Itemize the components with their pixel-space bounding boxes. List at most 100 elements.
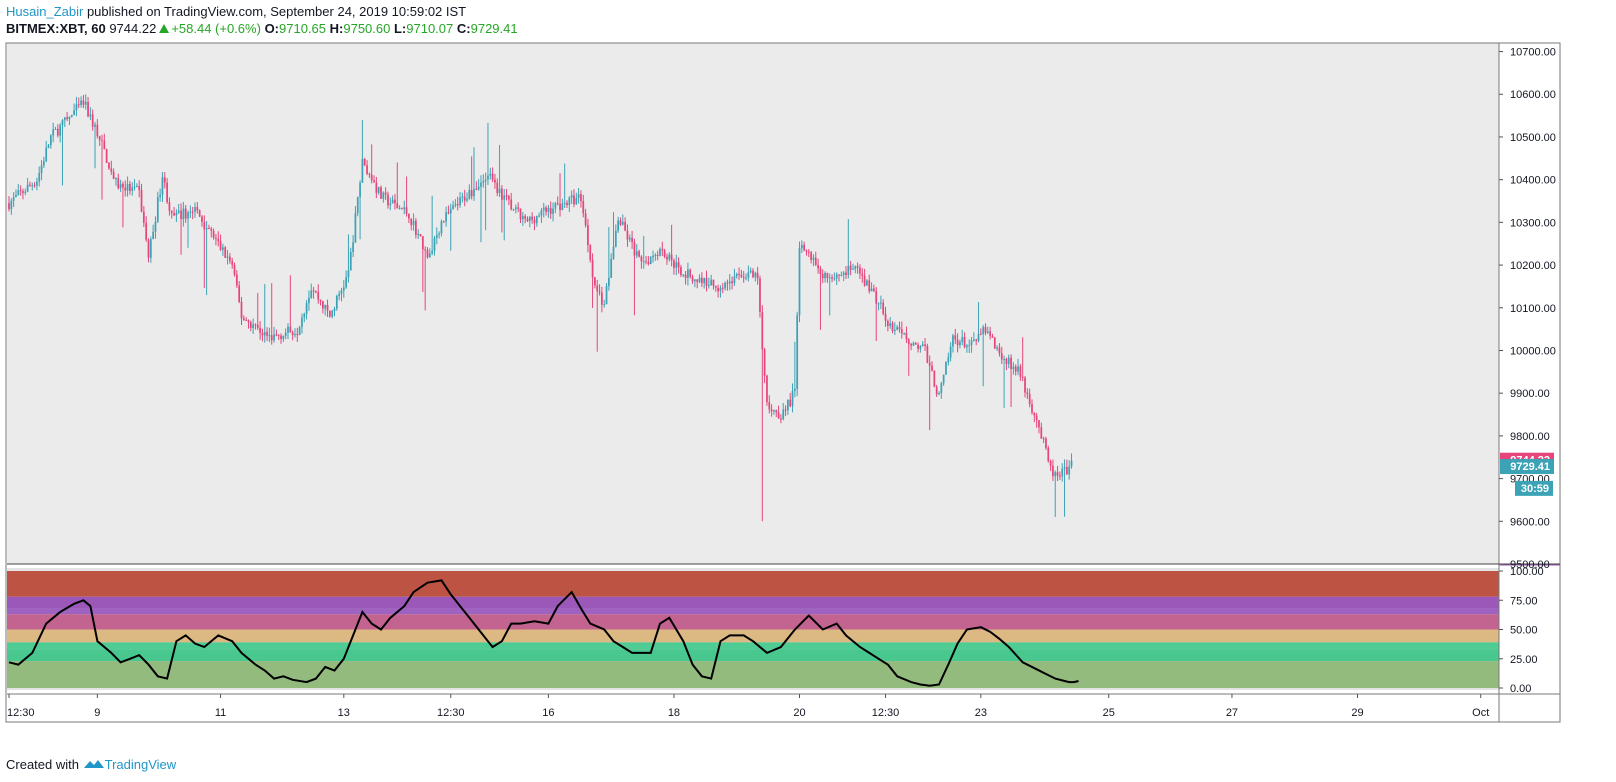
candle-body: [731, 281, 733, 284]
candle-body: [277, 334, 280, 336]
candle-body: [24, 191, 27, 193]
candle-body: [886, 320, 889, 326]
candle-body: [419, 234, 422, 237]
candle-body: [707, 285, 710, 287]
candle-body: [112, 171, 115, 179]
candle-body: [198, 210, 201, 217]
candle-body: [859, 267, 861, 274]
candle-body: [452, 205, 454, 209]
published-text: published on TradingView.com, September …: [83, 4, 467, 19]
candle-body: [954, 335, 957, 340]
candle-body: [1045, 438, 1047, 448]
candle-body: [696, 279, 699, 282]
candle-body: [119, 183, 122, 189]
candle-body: [993, 337, 996, 349]
candle-body: [798, 247, 801, 316]
candle-body: [607, 277, 610, 287]
candle-body: [322, 301, 324, 309]
candle-body: [36, 181, 38, 186]
candle-body: [489, 173, 492, 176]
candle-body: [700, 277, 703, 284]
price-tick-label: 9900.00: [1510, 388, 1550, 400]
candle-body: [498, 188, 501, 194]
candle-body: [614, 230, 617, 247]
candle-body: [194, 207, 196, 212]
candle-body: [777, 412, 780, 419]
rsi-zone-3: [7, 614, 1499, 630]
author-link[interactable]: Husain_Zabir: [6, 4, 84, 19]
candle-body: [305, 303, 308, 314]
candle-body: [147, 239, 150, 258]
candle-body: [319, 299, 322, 302]
candle-body: [163, 177, 166, 183]
price-tick-label: 10500.00: [1510, 132, 1556, 144]
candle-body: [1059, 475, 1061, 477]
candle-body: [575, 198, 578, 205]
candle-body: [726, 282, 729, 284]
candle-body: [989, 331, 992, 337]
candle-body: [524, 216, 527, 219]
candle-body: [33, 185, 36, 187]
candle-body: [505, 195, 508, 197]
tradingview-brand[interactable]: TradingView: [104, 757, 177, 772]
candle-body: [831, 277, 833, 279]
candle-body: [133, 186, 136, 188]
candle-body: [838, 274, 840, 276]
candle-body: [793, 388, 796, 391]
candle-body: [229, 256, 231, 261]
candle-body: [694, 279, 696, 282]
candle-body: [410, 218, 413, 226]
candle-body: [1070, 460, 1073, 467]
candle-body: [280, 335, 282, 340]
price-tick-label: 9500.00: [1510, 559, 1550, 571]
candle-body: [612, 246, 615, 259]
candle-body: [110, 168, 113, 172]
candle-body: [124, 187, 127, 191]
time-tick-label: 18: [668, 707, 680, 719]
candle-body: [454, 204, 457, 206]
candle-body: [603, 304, 606, 306]
candle-body: [982, 327, 985, 335]
candle-body: [873, 288, 875, 291]
candle-body: [852, 268, 854, 270]
candle-body: [810, 252, 812, 260]
candle-body: [384, 192, 387, 195]
candle-body: [770, 409, 773, 412]
candle-body: [129, 183, 131, 191]
candle-body: [59, 124, 62, 136]
candle-body: [556, 203, 559, 205]
candle-body: [363, 158, 366, 166]
candle-body: [91, 114, 94, 127]
symbol-name[interactable]: BITMEX:XBT, 60: [6, 21, 106, 36]
candle-body: [577, 194, 580, 199]
low-value: 9710.07: [406, 21, 454, 36]
candle-body: [942, 374, 945, 384]
candle-body: [1028, 393, 1031, 405]
candle-body: [308, 297, 310, 304]
candle-body: [1005, 358, 1008, 364]
candle-body: [828, 277, 831, 279]
candle-body: [87, 101, 89, 117]
candle-body: [647, 262, 650, 265]
candle-body: [375, 182, 378, 193]
candle-body: [812, 257, 815, 260]
candle-body: [270, 335, 273, 341]
candle-body: [440, 221, 443, 234]
candle-body: [719, 287, 722, 292]
candle-body: [289, 326, 292, 333]
candle-body: [435, 234, 438, 238]
candle-body: [568, 197, 571, 206]
candle-body: [663, 250, 666, 257]
candle-body: [115, 178, 117, 180]
time-tick-label: 25: [1103, 707, 1115, 719]
time-tick-label: 13: [338, 707, 350, 719]
candle-body: [977, 333, 980, 341]
candle-body: [503, 195, 506, 200]
candle-body: [926, 345, 929, 363]
candle-body: [803, 244, 806, 251]
candle-body: [656, 255, 659, 257]
candle-body: [952, 335, 954, 347]
candle-body: [352, 242, 354, 252]
candle-body: [326, 304, 329, 311]
candle-body: [1003, 358, 1005, 360]
